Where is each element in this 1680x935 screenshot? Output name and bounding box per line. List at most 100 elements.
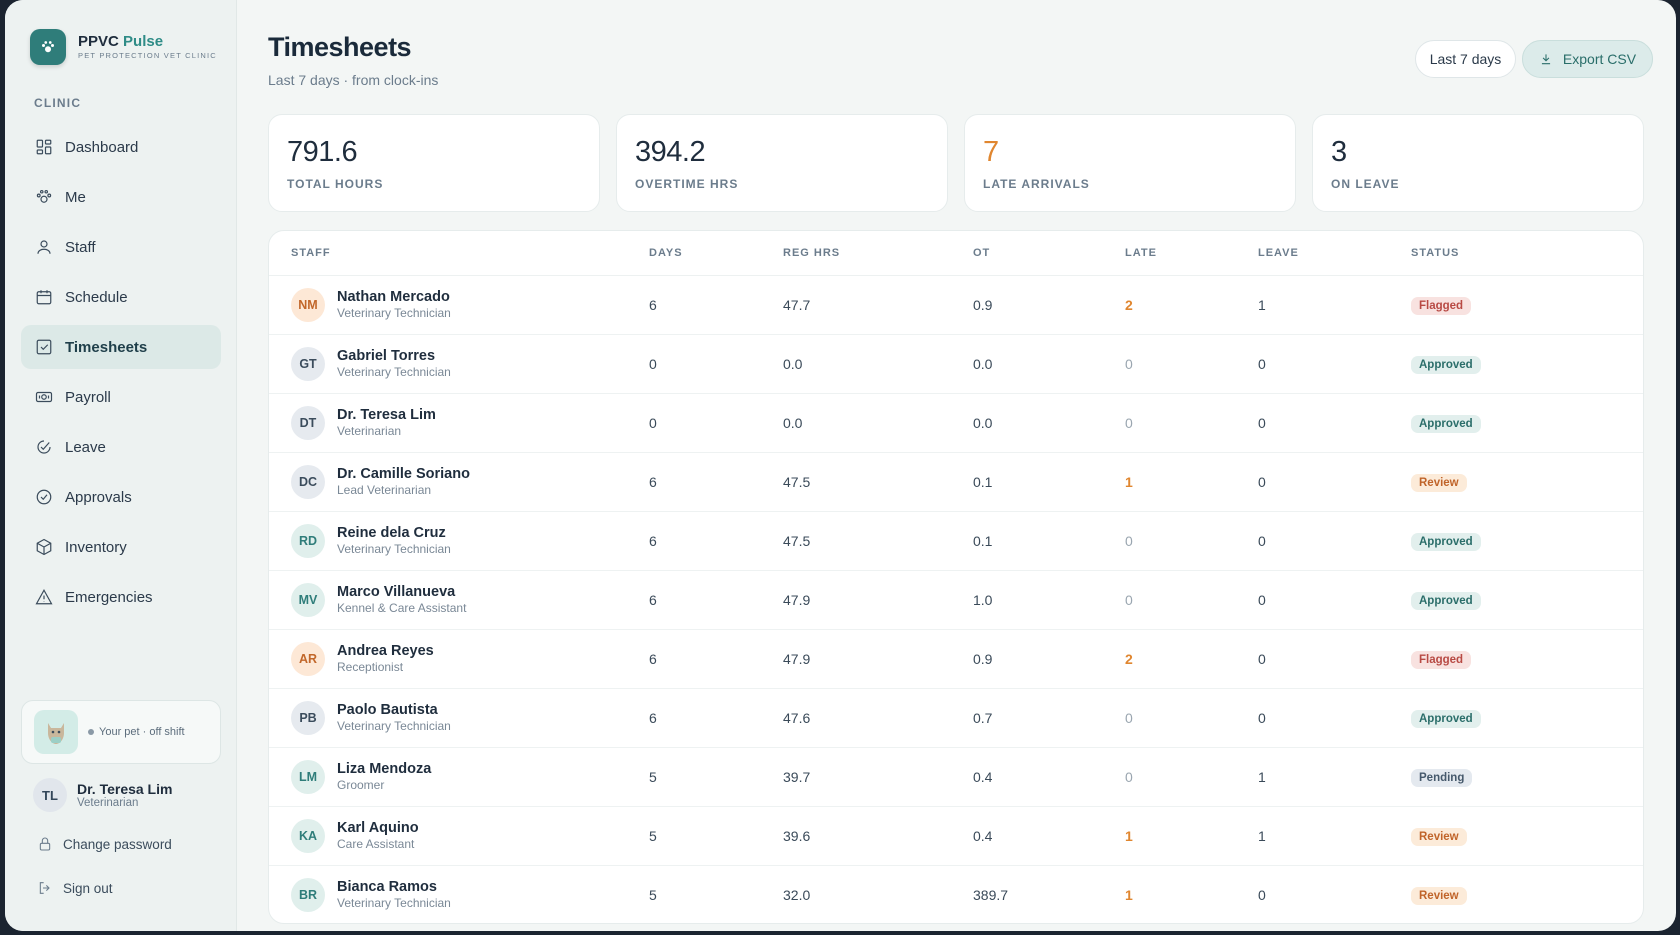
sidebar-item-schedule[interactable]: Schedule — [21, 275, 221, 319]
ot-cell: 0.0 — [973, 356, 993, 372]
stat-label: OVERTIME HRS — [635, 177, 739, 191]
staff-role: Groomer — [337, 778, 385, 792]
sidebar-item-label: Emergencies — [65, 588, 153, 606]
ot-cell: 0.1 — [973, 533, 993, 549]
sidebar-item-inventory[interactable]: Inventory — [21, 525, 221, 569]
late-cell: 0 — [1125, 710, 1133, 726]
sidebar-item-timesheets[interactable]: Timesheets — [21, 325, 221, 369]
staff-role: Lead Veterinarian — [337, 483, 432, 497]
ot-cell: 0.9 — [973, 651, 993, 667]
table-row[interactable]: RD Reine dela Cruz Veterinary Technician… — [269, 512, 1643, 571]
staff-name: Liza Mendoza — [337, 761, 432, 777]
page-subtitle: Last 7 days · from clock-ins — [268, 72, 439, 88]
table-row[interactable]: DT Dr. Teresa Lim Veterinarian 0 0.0 0.0… — [269, 394, 1643, 453]
table-row[interactable]: NM Nathan Mercado Veterinary Technician … — [269, 276, 1643, 335]
download-icon — [1541, 54, 1551, 65]
staff-cell: LM Liza Mendoza Groomer — [269, 760, 649, 794]
stat-label: ON LEAVE — [1331, 177, 1400, 191]
ot-cell: 0.4 — [973, 828, 993, 844]
stat-value: 7 — [983, 136, 999, 168]
status-badge: Flagged — [1411, 650, 1472, 669]
late-cell: 0 — [1125, 415, 1133, 431]
sidebar-item-dashboard[interactable]: Dashboard — [21, 125, 221, 169]
sidebar-item-me[interactable]: Me — [21, 175, 221, 219]
sidebar-item-payroll[interactable]: Payroll — [21, 375, 221, 419]
status-badge: Approved — [1411, 709, 1481, 728]
staff-role: Veterinary Technician — [337, 896, 451, 910]
leave-cell: 0 — [1258, 887, 1266, 903]
column-header-leave[interactable]: LEAVE — [1258, 247, 1299, 259]
leave-cell: 0 — [1258, 651, 1266, 667]
staff-role: Kennel & Care Assistant — [337, 601, 467, 615]
days-cell: 6 — [649, 474, 657, 490]
column-header-reg-hrs[interactable]: REG HRS — [783, 247, 841, 259]
reg-hrs-cell: 47.6 — [783, 710, 811, 726]
sidebar-item-label: Approvals — [65, 488, 132, 506]
nav-section-label: CLINIC — [34, 96, 82, 110]
date-range-button[interactable]: Last 7 days — [1415, 40, 1516, 78]
staff-name: Reine dela Cruz — [337, 525, 446, 541]
late-cell: 0 — [1125, 533, 1133, 549]
staff-cell: RD Reine dela Cruz Veterinary Technician — [269, 524, 649, 558]
table-row[interactable]: BR Bianca Ramos Veterinary Technician 5 … — [269, 866, 1643, 923]
column-header-status[interactable]: STATUS — [1411, 247, 1460, 259]
check-circle-icon — [36, 489, 52, 505]
person-icon — [37, 240, 51, 254]
table-row[interactable]: AR Andrea Reyes Receptionist 6 47.9 0.9 … — [269, 630, 1643, 689]
staff-role: Veterinary Technician — [337, 306, 451, 320]
table-row[interactable]: KA Karl Aquino Care Assistant 5 39.6 0.4… — [269, 807, 1643, 866]
sidebar-item-staff[interactable]: Staff — [21, 225, 221, 269]
avatar: LM — [291, 760, 325, 794]
column-header-late[interactable]: LATE — [1125, 247, 1157, 259]
table-row[interactable]: DC Dr. Camille Soriano Lead Veterinarian… — [269, 453, 1643, 512]
table-row[interactable]: MV Marco Villanueva Kennel & Care Assist… — [269, 571, 1643, 630]
pet-status-card[interactable]: Your pet · off shift — [21, 700, 221, 764]
page-title: Timesheets — [268, 32, 412, 62]
timesheet-table: STAFF DAYS REG HRS OT LATE LEAVE STATUS … — [268, 230, 1644, 924]
staff-role: Veterinarian — [337, 424, 402, 438]
export-csv-label: Export CSV — [1562, 51, 1637, 67]
sidebar-item-leave[interactable]: Leave — [21, 425, 221, 469]
late-cell: 0 — [1125, 769, 1133, 785]
brand-name: PPVC Pulse — [78, 33, 164, 50]
sidebar-item-label: Me — [65, 188, 86, 206]
stat-value: 394.2 — [635, 136, 706, 168]
avatar: NM — [291, 288, 325, 322]
column-header-ot[interactable]: OT — [973, 247, 991, 259]
avatar: AR — [291, 642, 325, 676]
avatar: MV — [291, 583, 325, 617]
staff-role: Veterinary Technician — [337, 365, 451, 379]
staff-cell: BR Bianca Ramos Veterinary Technician — [269, 878, 649, 912]
column-header-days[interactable]: DAYS — [649, 247, 683, 259]
change-password-link[interactable]: Change password — [37, 836, 172, 852]
money-icon — [35, 391, 53, 403]
reg-hrs-cell: 39.7 — [783, 769, 811, 785]
sidebar-item-approvals[interactable]: Approvals — [21, 475, 221, 519]
avatar: DC — [291, 465, 325, 499]
sidebar-item-emergencies[interactable]: Emergencies — [21, 575, 221, 619]
days-cell: 0 — [649, 415, 657, 431]
reg-hrs-cell: 32.0 — [783, 887, 811, 903]
leave-cell: 1 — [1258, 828, 1266, 844]
table-row[interactable]: GT Gabriel Torres Veterinary Technician … — [269, 335, 1643, 394]
brand[interactable]: PPVC Pulse PET PROTECTION VET CLINIC — [30, 29, 217, 65]
export-csv-button[interactable]: Export CSV — [1522, 40, 1653, 78]
brand-subtitle: PET PROTECTION VET CLINIC — [78, 51, 217, 60]
table-row[interactable]: PB Paolo Bautista Veterinary Technician … — [269, 689, 1643, 748]
status-badge: Pending — [1411, 768, 1473, 787]
sign-out-link[interactable]: Sign out — [37, 880, 113, 896]
ot-cell: 0.7 — [973, 710, 993, 726]
days-cell: 6 — [649, 533, 657, 549]
staff-cell: NM Nathan Mercado Veterinary Technician — [269, 288, 649, 322]
paw-icon — [36, 189, 52, 203]
staff-name: Dr. Teresa Lim — [337, 407, 436, 423]
avatar: BR — [291, 878, 325, 912]
stat-value: 3 — [1331, 136, 1347, 168]
staff-role: Care Assistant — [337, 837, 415, 851]
staff-name: Nathan Mercado — [337, 289, 450, 305]
sign-out-label: Sign out — [63, 880, 113, 896]
table-row[interactable]: LM Liza Mendoza Groomer 5 39.7 0.4 0 1 P… — [269, 748, 1643, 807]
ot-cell: 0.1 — [973, 474, 993, 490]
current-user[interactable]: TL Dr. Teresa Lim Veterinarian — [33, 778, 172, 812]
column-header-staff[interactable]: STAFF — [291, 247, 331, 259]
